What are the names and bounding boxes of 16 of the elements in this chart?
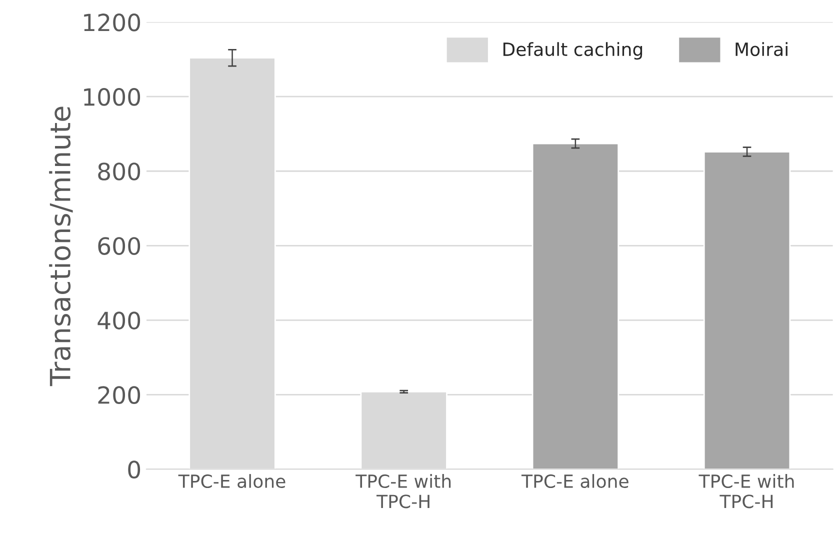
y-tick-label: 400 [98, 312, 140, 330]
y-tick-label: 1000 [84, 88, 140, 106]
legend-label: Moirai [736, 42, 788, 56]
x-tick-label: TPC-E alone [521, 474, 628, 488]
y-tick-label: 1200 [84, 14, 140, 32]
legend-label: Default caching [503, 42, 642, 60]
x-tick-label: TPC-E with TPC-H [698, 474, 794, 508]
x-tick-label: TPC-E with TPC-H [356, 474, 451, 508]
y-tick-label: 800 [98, 162, 140, 180]
y-tick-label: 600 [98, 237, 140, 255]
y-axis-title: Transactions/minute [49, 106, 73, 386]
x-tick-label: TPC-E alone [178, 474, 286, 488]
y-tick-label: 0 [128, 460, 140, 479]
y-tick-label: 200 [98, 386, 140, 404]
bar [703, 151, 791, 470]
bar [532, 142, 620, 470]
